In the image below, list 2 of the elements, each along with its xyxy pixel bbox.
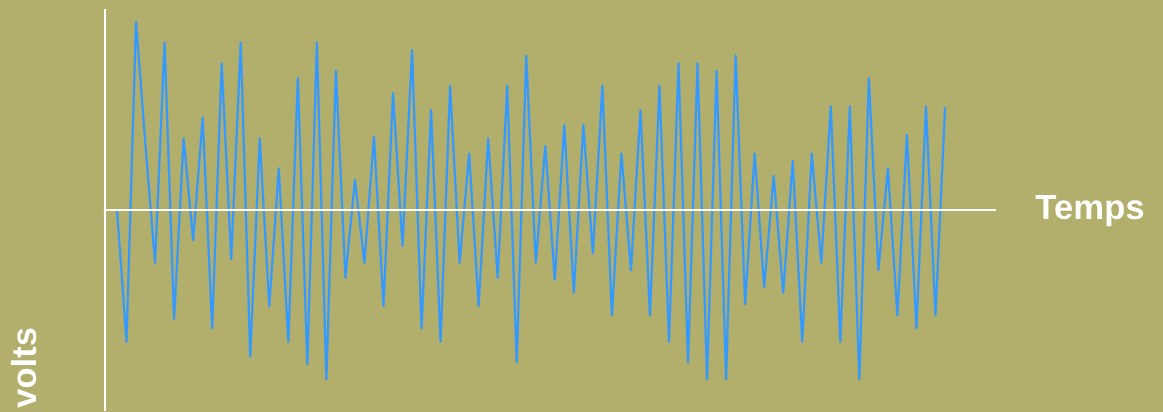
y-axis-title: volts <box>10 328 37 408</box>
x-axis-title: Temps <box>1035 195 1144 227</box>
